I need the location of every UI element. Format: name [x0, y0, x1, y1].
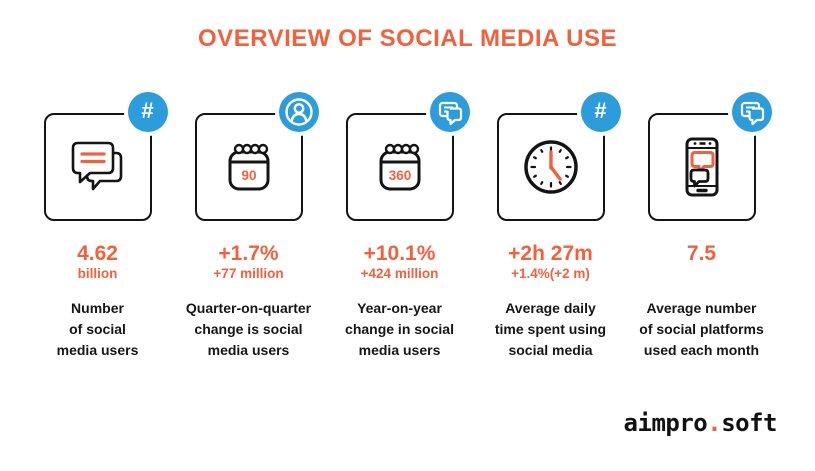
calendar-day-label: 360 — [388, 168, 411, 183]
stats-row: # 4.62 billion Number of social media us… — [0, 92, 807, 361]
stat-description: Quarter-on-quarter change is social medi… — [185, 300, 312, 359]
stat-description: Average number of social platforms used … — [639, 300, 764, 359]
stat-value: 4.62 — [77, 242, 118, 265]
card-frame: # — [496, 92, 621, 221]
stat-subvalue: +424 million — [360, 266, 439, 282]
stat-value: +1.7% — [218, 242, 279, 265]
page-title: OVERVIEW OF SOCIAL MEDIA USE — [198, 25, 617, 52]
clock-icon — [523, 140, 578, 194]
logo-dot: . — [707, 409, 722, 437]
card-social-media-users: # 4.62 billion Number of social media us… — [22, 92, 173, 361]
logo-name-primary: aimpro — [623, 409, 708, 437]
stat-subvalue: billion — [77, 266, 118, 282]
card-frame: # — [43, 92, 168, 221]
stat-description: Average daily time spent using social me… — [494, 300, 607, 359]
stat-value: 7.5 — [686, 242, 717, 265]
card-time-spent: # — [475, 92, 626, 361]
calendar-day-label: 90 — [241, 168, 256, 183]
hashtag-badge: # — [580, 92, 621, 132]
stat-value: +2h 27m — [508, 242, 593, 265]
card-frame: 90 — [194, 92, 319, 221]
smartphone-icon — [685, 137, 718, 197]
card-quarter-change: 90 +1.7% +77 million Quarter-on-quarter … — [173, 92, 324, 361]
card-frame — [647, 92, 772, 221]
card-platforms-used: 7.5 Average number of social platforms u… — [626, 92, 777, 361]
hashtag-icon: # — [594, 98, 607, 123]
calendar-icon: 90 — [228, 143, 269, 191]
card-year-change: 360 +10.1% +424 million Year-on-year cha… — [324, 92, 475, 361]
calendar-icon: 360 — [379, 143, 420, 191]
stat-value: +10.1% — [363, 242, 436, 265]
hashtag-icon: # — [141, 98, 154, 123]
chat-badge — [731, 92, 772, 132]
chat-icon — [740, 101, 764, 126]
chat-icon — [438, 101, 462, 126]
stat-description: Year-on-year change in social media user… — [345, 300, 454, 359]
conversation-icon — [71, 141, 122, 191]
hashtag-badge: # — [127, 92, 168, 132]
stat-description: Number of social media users — [56, 300, 139, 359]
stat-subvalue: +1.4%(+2 m) — [511, 266, 590, 282]
logo-name-secondary: soft — [721, 409, 777, 437]
aimprosoft-logo: aimpro.soft — [623, 409, 778, 437]
stat-subvalue: +77 million — [213, 266, 284, 282]
card-frame: 360 — [345, 92, 470, 221]
chat-badge — [429, 92, 470, 132]
user-badge — [278, 92, 319, 132]
user-icon — [284, 98, 313, 126]
